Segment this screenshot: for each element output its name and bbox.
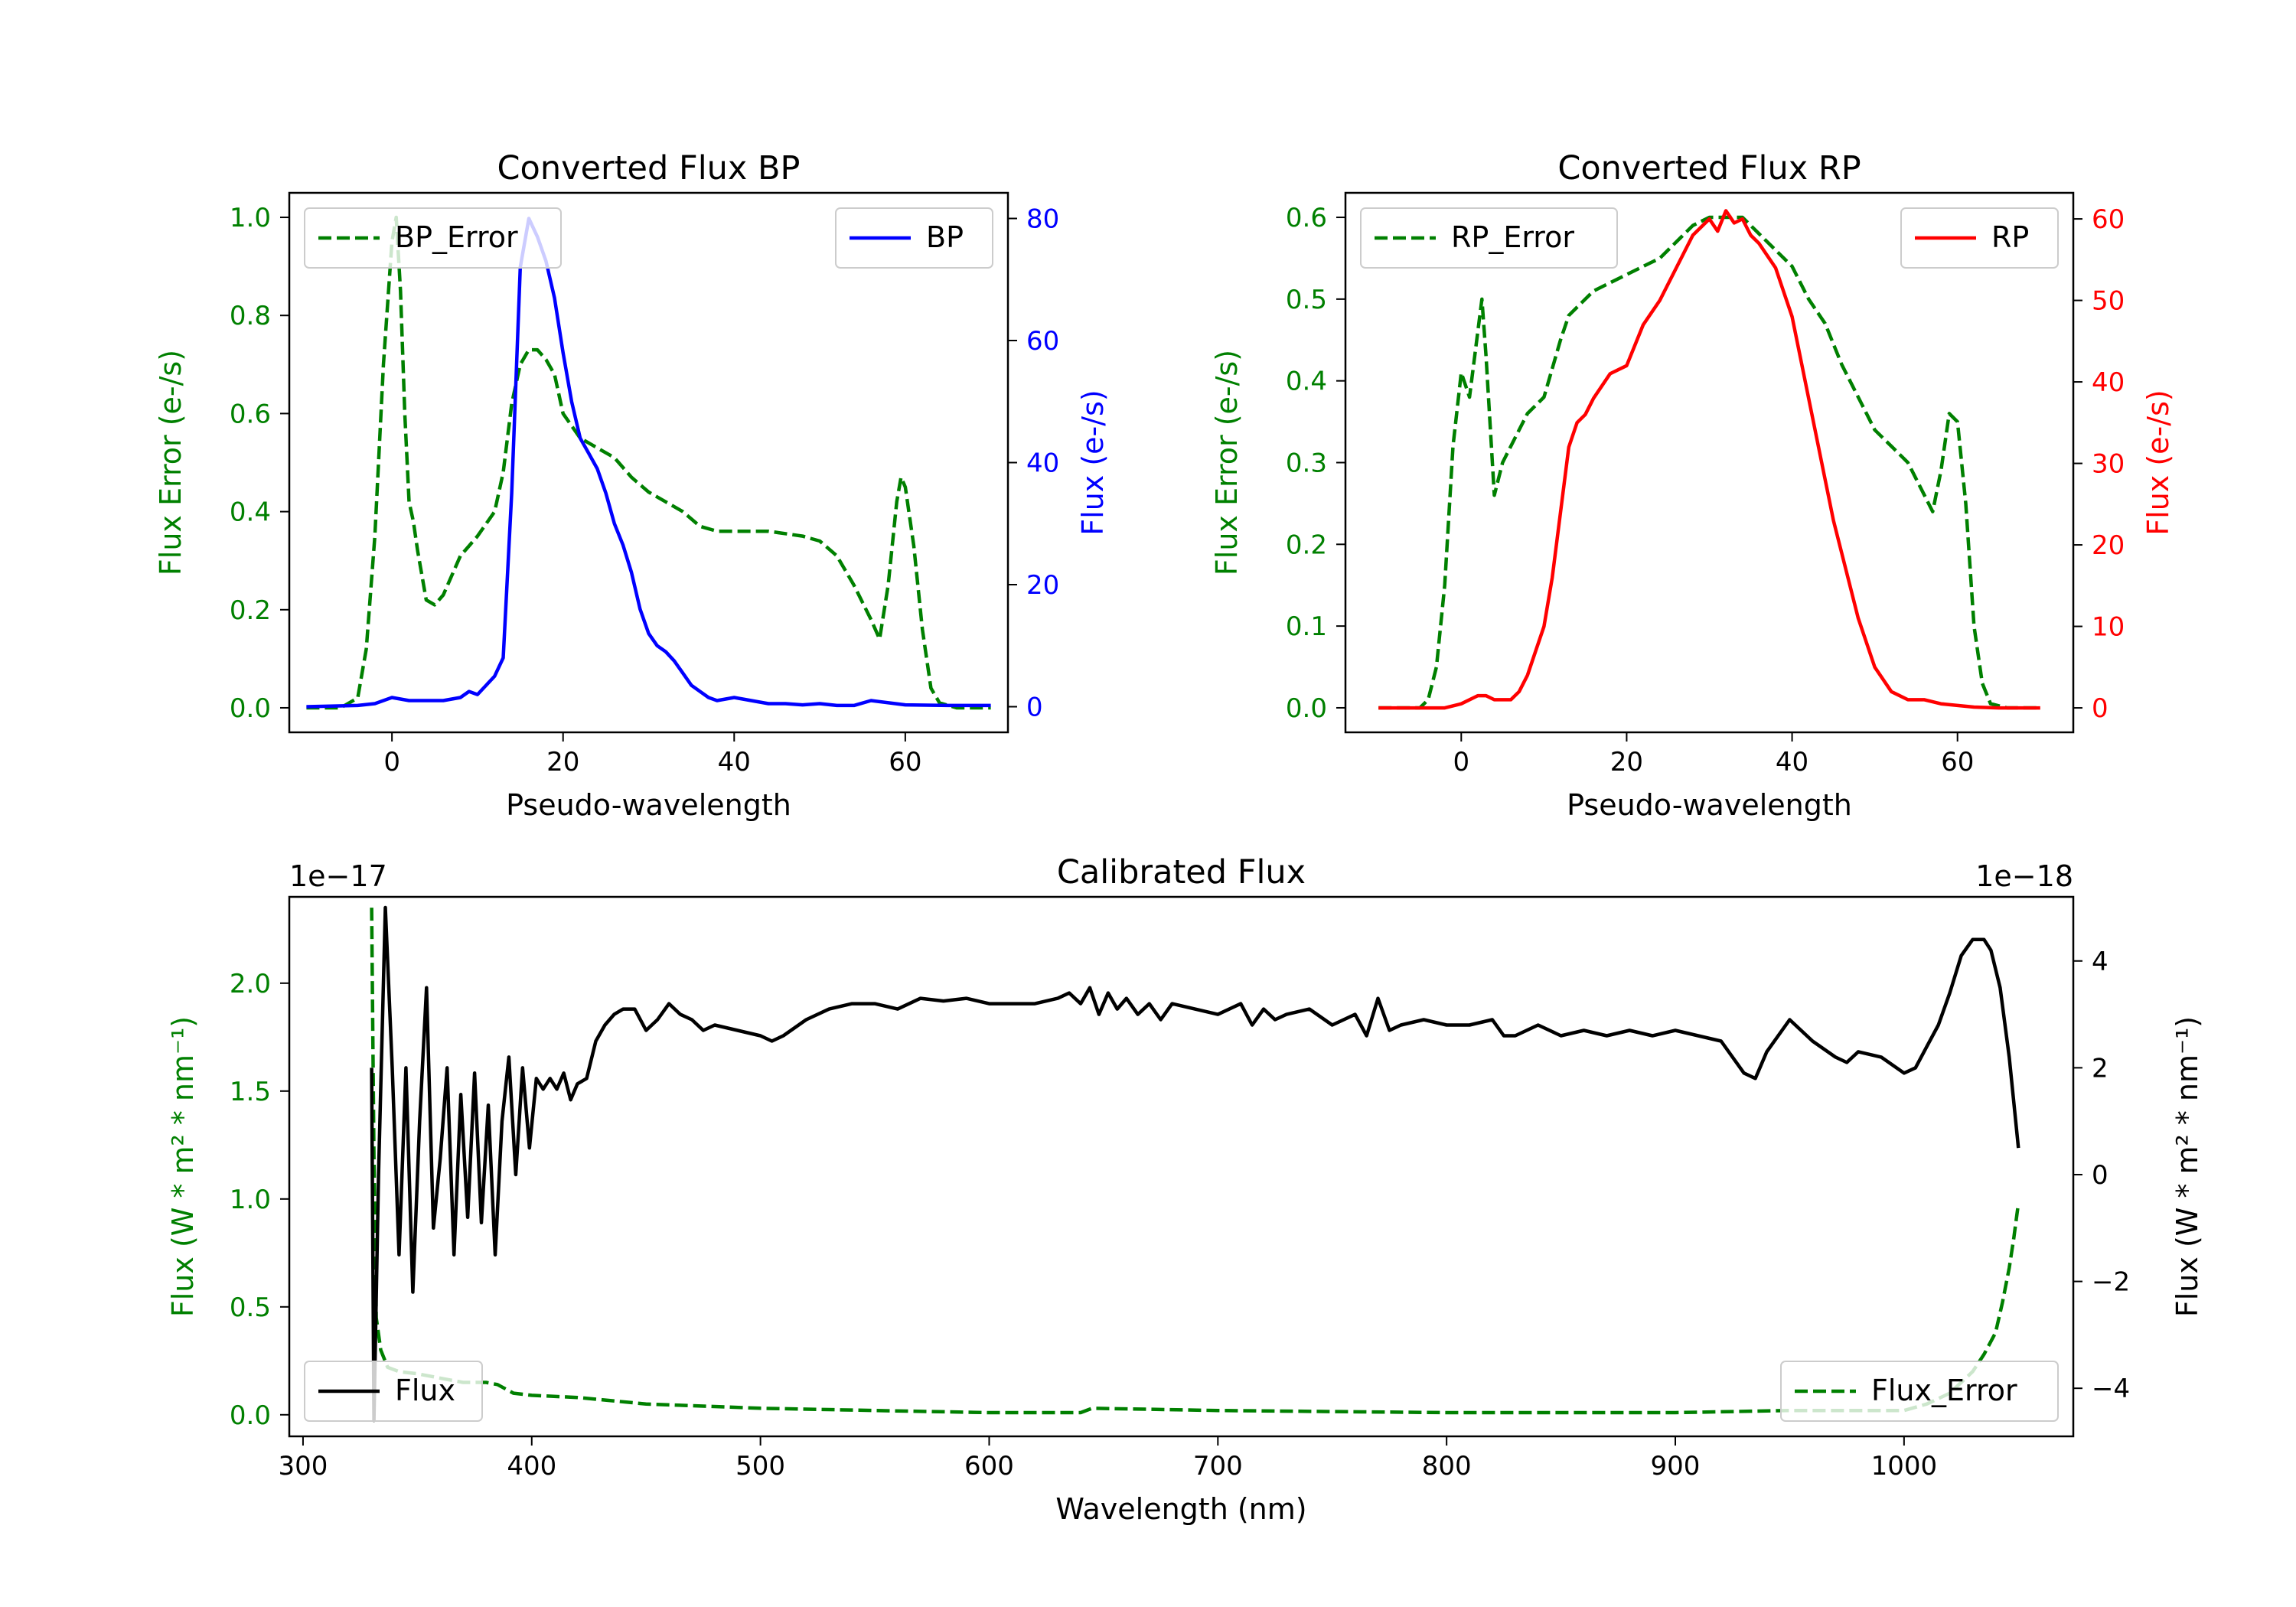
y-left-tick-label: 0.2 (1286, 530, 1327, 560)
x-tick-label: 60 (1941, 747, 1974, 777)
x-tick-label: 1000 (1871, 1451, 1938, 1482)
y-right-offset-text: 1e−18 (1975, 859, 2073, 893)
y-right-tick-label: 80 (1026, 204, 1059, 234)
x-tick-label: 20 (1610, 747, 1643, 777)
series-line-rp-error (1378, 215, 2040, 710)
x-tick-label: 40 (718, 747, 751, 777)
y-left-axis-label: Flux (W * m² * nm⁻¹) (166, 1016, 200, 1317)
y-right-axis-label: Flux (W * m² * nm⁻¹) (2170, 1016, 2204, 1317)
legend-bp: BP (835, 207, 993, 269)
legend-label: RP_Error (1451, 220, 1574, 254)
y-right-tick-label: 0 (2092, 1160, 2108, 1191)
y-right-tick-label: 50 (2092, 286, 2125, 317)
chart-calibrated-flux: Calibrated Flux 300 400 500 600 700 800 900 1000… (166, 853, 2204, 1526)
legend-flux: Flux (304, 1361, 483, 1422)
x-tick-label: 0 (1453, 747, 1469, 777)
legend-label: RP (1991, 220, 2029, 254)
series-line-bp (306, 217, 991, 709)
y-left-tick-label: 0.6 (1286, 203, 1327, 233)
y-left-tick-label: 0.5 (1286, 285, 1327, 315)
legend-box (835, 207, 993, 269)
y-left-tick-label: 0.2 (230, 595, 271, 626)
y-left-tick-label: 1.5 (230, 1077, 271, 1107)
series-line-bp-error (306, 215, 991, 710)
legend-box (1780, 1361, 2059, 1422)
y-left-offset-text: 1e−17 (289, 859, 387, 893)
y-left-axis-label: Flux Error (e-/s) (1210, 350, 1244, 575)
y-left-tick-label: 0.6 (230, 399, 271, 429)
y-right-tick-label: 40 (1026, 448, 1059, 479)
y-left-tick-label: 0.4 (230, 497, 271, 528)
x-tick-label: 700 (1193, 1451, 1243, 1482)
y-right-tick-label: 20 (2092, 530, 2125, 561)
y-left-tick-label: 0.4 (1286, 367, 1327, 397)
y-left-tick-label: 1.0 (230, 1185, 271, 1215)
y-right-tick-label: 2 (2092, 1053, 2108, 1084)
y-left-tick-label: 1.0 (230, 203, 271, 233)
x-tick-label: 60 (889, 747, 921, 777)
y-right-tick-label: 30 (2092, 449, 2125, 480)
x-tick-label: 500 (735, 1451, 785, 1482)
y-right-axis-label: Flux (e-/s) (1076, 390, 1110, 535)
y-left-tick-label: 0.0 (1286, 693, 1327, 724)
y-right-tick-label: 0 (1026, 693, 1043, 723)
legend-box (304, 1361, 483, 1422)
legend-box (1900, 207, 2059, 269)
y-left-tick-label: 0.3 (1286, 448, 1327, 479)
y-right-tick-label: 4 (2092, 947, 2108, 977)
legend-rp-error: RP_Error (1360, 207, 1618, 269)
legend-label: BP_Error (395, 220, 518, 254)
plot-frame (288, 895, 2075, 1438)
y-right-axis-label: Flux (e-/s) (2141, 390, 2175, 535)
legend-box (304, 207, 562, 269)
y-right-tick-label: 60 (1026, 326, 1059, 357)
y-left-tick-label: 0.5 (230, 1292, 271, 1323)
y-right-tick-label: 10 (2092, 612, 2125, 643)
y-left-axis-label: Flux Error (e-/s) (154, 350, 188, 575)
chart-title: Converted Flux BP (497, 149, 801, 187)
chart-converted-flux-bp: Converted Flux BP 0 20 40 60 Pseudo-wavelengt… (154, 149, 1110, 822)
x-tick-label: 20 (546, 747, 579, 777)
x-axis-label: Pseudo-wavelength (1567, 788, 1852, 822)
y-left-tick-label: 0.0 (230, 1400, 271, 1431)
x-axis-label: Wavelength (nm) (1055, 1492, 1306, 1526)
x-tick-label: 800 (1422, 1451, 1472, 1482)
legend-rp: RP (1900, 207, 2059, 269)
y-left-tick-label: 0.0 (230, 693, 271, 724)
legend-bp-error: BP_Error (304, 207, 562, 269)
y-left-tick-label: 0.8 (230, 301, 271, 331)
x-tick-label: 300 (278, 1451, 328, 1482)
legend-box (1360, 207, 1618, 269)
y-right-tick-label: 60 (2092, 204, 2125, 235)
y-right-tick-label: −4 (2092, 1374, 2130, 1404)
x-tick-label: 600 (964, 1451, 1014, 1482)
y-right-tick-label: 40 (2092, 367, 2125, 398)
legend-flux-error: Flux_Error (1780, 1361, 2059, 1422)
y-left-tick-label: 0.1 (1286, 611, 1327, 642)
legend-label: BP (926, 220, 964, 254)
chart-title: Converted Flux RP (1557, 149, 1861, 187)
y-left-tick-label: 2.0 (230, 969, 271, 999)
legend-label: Flux_Error (1871, 1374, 2017, 1407)
series-line-rp (1378, 209, 2040, 710)
x-axis-label: Pseudo-wavelength (506, 788, 791, 822)
legend-label: Flux (395, 1374, 455, 1407)
x-tick-label: 400 (507, 1451, 556, 1482)
y-right-tick-label: 20 (1026, 570, 1059, 601)
y-right-tick-label: −2 (2092, 1267, 2130, 1298)
chart-title: Calibrated Flux (1057, 853, 1306, 892)
x-tick-label: 900 (1651, 1451, 1701, 1482)
x-tick-label: 0 (383, 747, 400, 777)
series-line-flux (370, 905, 2020, 1423)
chart-converted-flux-rp: Converted Flux RP 0 20 40 60 Pseudo-wavelengt… (1210, 149, 2175, 822)
x-tick-label: 40 (1776, 747, 1808, 777)
y-right-tick-label: 0 (2092, 693, 2108, 724)
